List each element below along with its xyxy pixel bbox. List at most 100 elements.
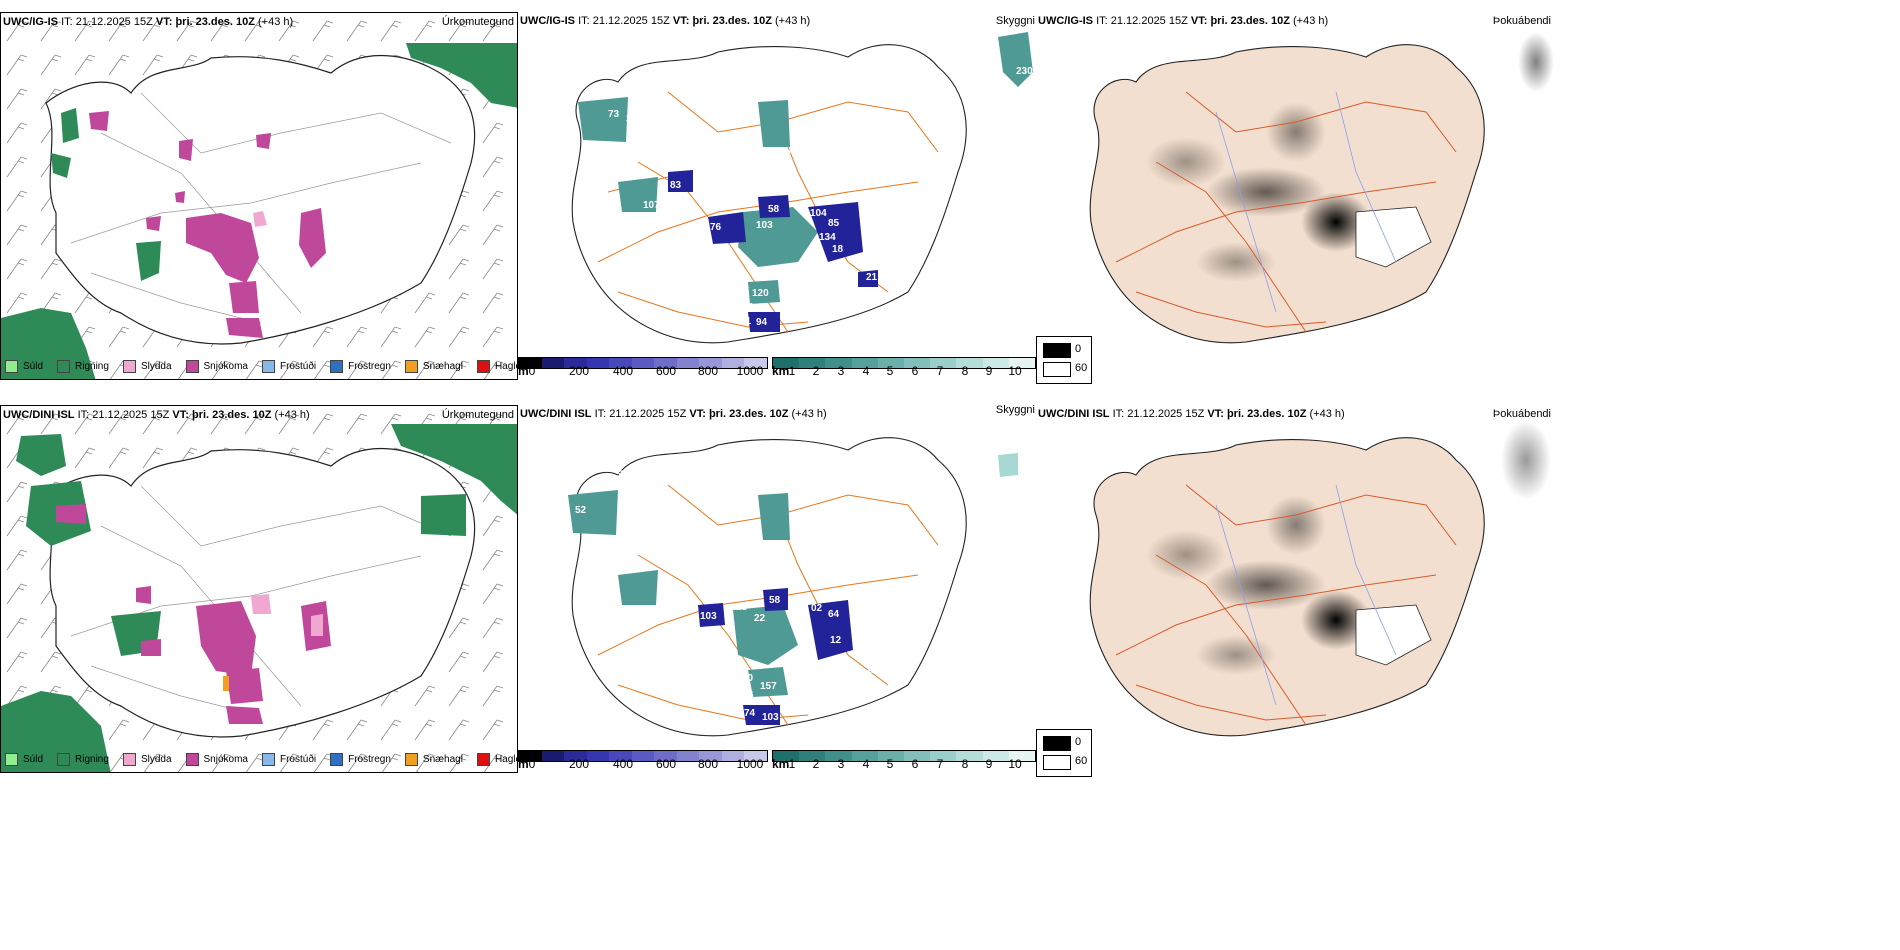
fog-legend-top: 0 60 bbox=[1036, 336, 1092, 384]
map-value-label: 02 bbox=[811, 603, 823, 614]
map-value-label: 31 bbox=[740, 316, 752, 327]
panel-header: UWC/DINI ISL IT: 21.12.2025 15Z VT: þri.… bbox=[3, 409, 310, 421]
map-value-label: 29 bbox=[610, 239, 622, 250]
tick-label: 5 bbox=[886, 364, 894, 378]
legend-item: Slydda bbox=[122, 753, 172, 766]
map-value-label: 12 bbox=[830, 635, 842, 646]
legend-swatch bbox=[57, 753, 71, 766]
tick-label: 1000 bbox=[736, 757, 764, 771]
panel-header: UWC/IG-IS IT: 21.12.2025 15Z VT: þri. 23… bbox=[3, 16, 294, 28]
cloudbase-bar bbox=[518, 750, 768, 762]
tick-label: 4 bbox=[862, 364, 870, 378]
legend-item: Slydda bbox=[122, 360, 172, 373]
map-value-label: 103 bbox=[756, 220, 773, 231]
map-value-label: 29 bbox=[646, 522, 658, 533]
legend-item: Rigning bbox=[57, 360, 109, 373]
panel-title: Úrkomutegund bbox=[441, 409, 514, 421]
iceland-outline bbox=[45, 448, 476, 738]
legend-swatch bbox=[122, 360, 136, 373]
legend-item: Súld bbox=[5, 753, 43, 766]
tick-label: 5 bbox=[886, 757, 894, 771]
map-value-label: 120 bbox=[752, 288, 769, 299]
precip-map-top bbox=[1, 13, 517, 379]
legend-swatch bbox=[5, 360, 18, 373]
visibility-bar bbox=[772, 357, 1036, 369]
tick-label: 1 bbox=[788, 757, 796, 771]
tick-label: 2 bbox=[812, 757, 820, 771]
legend-item: Frostregn bbox=[330, 753, 391, 766]
tick-label: 6 bbox=[911, 757, 919, 771]
vis-labels-bottom: 52 59 32 103 13 22 58 02 64 12 00 157 74… bbox=[575, 467, 878, 723]
visibility-panel-top: UWC/IG-IS IT: 21.12.2025 15Z VT: þri. 23… bbox=[518, 12, 1036, 380]
legend-item: Súld bbox=[5, 360, 43, 373]
map-value-label: 103 bbox=[700, 611, 717, 622]
fog-legend-label: 60 bbox=[1075, 755, 1088, 767]
panel-header: UWC/DINI ISL IT: 21.12.2025 15Z VT: þri.… bbox=[520, 408, 827, 420]
legend-swatch bbox=[476, 753, 490, 766]
tick-label: 10 bbox=[1008, 757, 1022, 771]
fog-legend-label: 0 bbox=[1075, 343, 1082, 355]
legend-swatch bbox=[122, 753, 136, 766]
fog-legend-label: 60 bbox=[1075, 362, 1088, 374]
map-value-label: 49 bbox=[616, 86, 628, 97]
legend-swatch bbox=[404, 360, 418, 373]
legend-swatch bbox=[476, 360, 490, 373]
tick-label: 8 bbox=[961, 757, 969, 771]
cloudbase-unit: m bbox=[518, 364, 529, 378]
visibility-bar bbox=[772, 750, 1036, 762]
tick-label: 7 bbox=[936, 757, 944, 771]
precip-map-bottom bbox=[1, 406, 517, 772]
map-value-label: 22 bbox=[754, 613, 766, 624]
panel-title: Þokuábendi bbox=[1492, 15, 1551, 27]
map-value-label: 12 bbox=[866, 665, 878, 676]
panel-title: Skyggni bbox=[995, 405, 1035, 416]
map-value-label: 94 bbox=[756, 317, 768, 328]
tick-label: 800 bbox=[697, 364, 719, 378]
map-value-label: 52 bbox=[575, 505, 587, 516]
panel-header: UWC/DINI ISL IT: 21.12.2025 15Z VT: þri.… bbox=[1038, 408, 1345, 420]
legend-swatch bbox=[261, 753, 275, 766]
map-value-label: 12 bbox=[613, 254, 625, 265]
tick-label: 400 bbox=[612, 757, 634, 771]
visibility-unit: km bbox=[772, 757, 790, 771]
tick-label: 4 bbox=[862, 757, 870, 771]
map-value-label: 32 bbox=[661, 587, 673, 598]
map-value-label: 33 bbox=[626, 114, 638, 125]
visibility-map-bottom bbox=[568, 437, 1018, 737]
map-value-label: 104 bbox=[810, 208, 827, 219]
tick-label: 200 bbox=[568, 364, 590, 378]
precip-legend: Súld Rigning Slydda Snjókoma Frostúði Fr… bbox=[5, 753, 517, 766]
legend-swatch bbox=[261, 360, 275, 373]
visibility-panel-bottom: UWC/DINI ISL IT: 21.12.2025 15Z VT: þri.… bbox=[518, 405, 1036, 773]
map-value-label: 52 bbox=[780, 149, 792, 160]
legend-item: Frostúði bbox=[261, 753, 316, 766]
precip-legend: Súld Rigning Slydda Snjókoma Frostúði Fr… bbox=[5, 360, 517, 373]
legend-swatch bbox=[5, 753, 18, 766]
map-value-label: 34 bbox=[855, 176, 867, 187]
tick-label: 3 bbox=[837, 757, 845, 771]
tick-label: 9 bbox=[985, 364, 993, 378]
legend-item: Snæhagl bbox=[404, 753, 463, 766]
tick-label: 400 bbox=[612, 364, 634, 378]
tick-label: 0 bbox=[528, 364, 536, 378]
legend-item: Snjókoma bbox=[185, 753, 248, 766]
map-value-label: 83 bbox=[670, 180, 682, 191]
tick-label: 1 bbox=[788, 364, 796, 378]
map-value-label: 58 bbox=[769, 595, 781, 606]
legend-item: Snæhagl bbox=[404, 360, 463, 373]
legend-swatch bbox=[330, 360, 344, 373]
legend-item: Frostúði bbox=[261, 360, 316, 373]
legend-swatch bbox=[404, 753, 418, 766]
cloudbase-unit: m bbox=[518, 757, 529, 771]
map-value-label: 107 bbox=[643, 200, 660, 211]
map-value-label: 76 bbox=[710, 222, 722, 233]
tick-label: 0 bbox=[528, 757, 536, 771]
tick-label: 3 bbox=[837, 364, 845, 378]
map-value-label: 39 bbox=[663, 645, 675, 656]
map-value-label: 73 bbox=[608, 109, 620, 120]
legend-item: Haglél bbox=[476, 360, 517, 373]
visibility-map-top bbox=[571, 32, 1033, 344]
map-value-label: 85 bbox=[828, 218, 840, 229]
panel-title: Skyggni bbox=[995, 15, 1035, 27]
map-value-label: 64 bbox=[828, 609, 840, 620]
